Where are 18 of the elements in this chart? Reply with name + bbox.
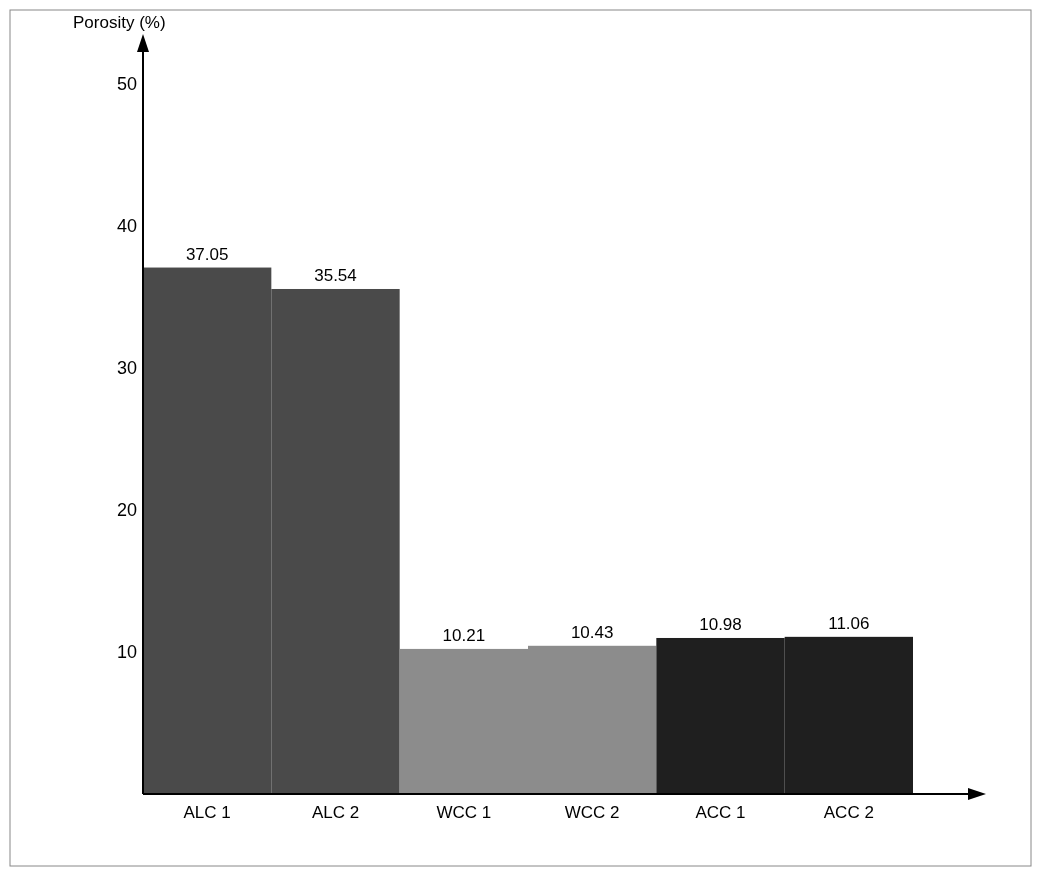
y-tick-label: 10 xyxy=(116,642,137,663)
y-tick-label: 30 xyxy=(116,358,137,379)
data-label: 37.05 xyxy=(185,244,229,264)
x-tick-label: WCC 2 xyxy=(564,803,620,822)
x-tick-label: WCC 1 xyxy=(436,803,492,822)
y-axis-title: Porosity (%) xyxy=(73,13,166,32)
x-tick-label: ACC 1 xyxy=(695,803,746,822)
y-tick-label: 20 xyxy=(116,500,137,521)
data-label: 10.43 xyxy=(570,622,614,642)
data-label: 10.98 xyxy=(699,614,742,634)
data-label: 11.06 xyxy=(828,613,870,633)
data-label: 35.54 xyxy=(314,265,357,285)
y-tick-label: 40 xyxy=(116,215,137,236)
x-tick-label: ALC 2 xyxy=(311,803,360,822)
x-tick-label: ACC 2 xyxy=(823,803,874,822)
data-label: 10.21 xyxy=(442,625,486,645)
x-tick-label: ALC 1 xyxy=(183,803,231,822)
y-tick-label: 50 xyxy=(116,73,137,94)
